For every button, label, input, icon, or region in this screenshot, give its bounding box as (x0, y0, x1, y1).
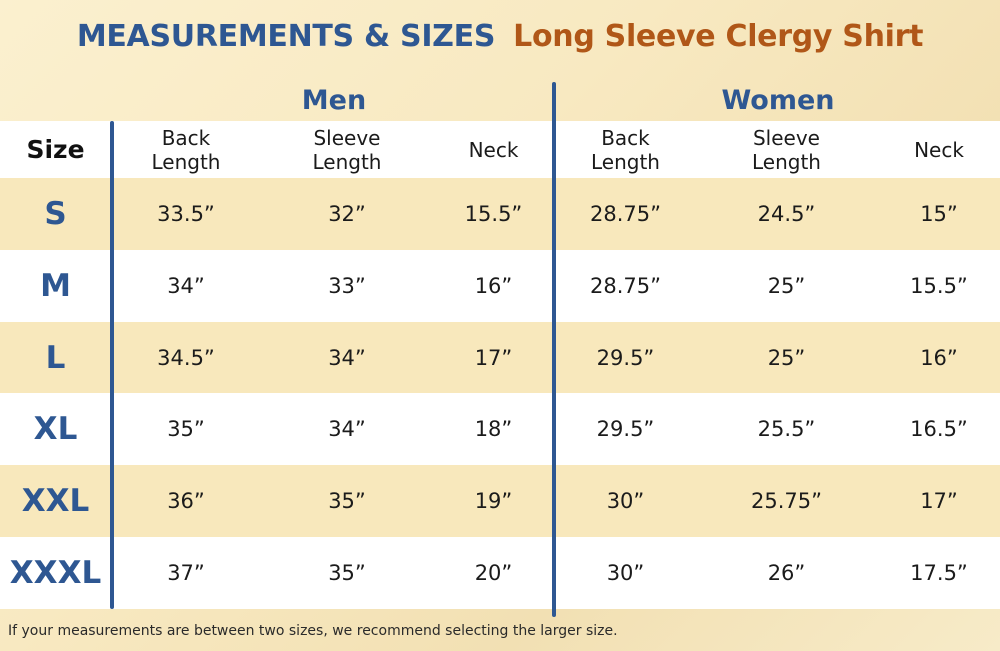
header-line: Neck (914, 137, 964, 162)
table-cell: 37” (167, 561, 205, 585)
table-cell: 25.75” (751, 489, 822, 513)
size-label: XXXL (9, 555, 102, 591)
size-column-divider (110, 121, 114, 609)
table-cell: 35” (328, 561, 366, 585)
header-line: Back (161, 125, 211, 150)
header-line: Length (591, 149, 660, 174)
women-back-length-header: Back Length (556, 121, 695, 178)
table-cell: 16” (920, 345, 958, 370)
table-cell: 24.5” (757, 202, 816, 226)
table-cell: 34.5” (157, 345, 215, 370)
table-cell: 19” (474, 489, 513, 513)
header-line: Neck (468, 137, 519, 162)
title-product: Long Sleeve Clergy Shirt (513, 18, 924, 54)
table-cell: 26” (767, 561, 806, 585)
table-cell: 30” (606, 561, 645, 585)
table-cell: 15” (920, 202, 958, 226)
size-label: XL (33, 411, 78, 447)
table-cell: 28.75” (590, 274, 661, 298)
footnote: If your measurements are between two siz… (8, 623, 618, 639)
men-back-length-header: Back Length (111, 121, 261, 178)
table-cell: 33.5” (157, 202, 215, 226)
header-line: Back (601, 125, 650, 150)
table-row: M 34” 33” 16” 28.75” 25” 15.5” (0, 250, 1000, 322)
table-cell: 15.5” (464, 202, 523, 226)
table-cell: 29.5” (596, 345, 655, 370)
women-sleeve-length-header: Sleeve Length (695, 121, 878, 178)
page-title: MEASUREMENTS & SIZES Long Sleeve Clergy … (0, 14, 1000, 58)
table-cell: 20” (474, 561, 513, 585)
header-line: Length (151, 149, 221, 174)
size-label: M (40, 268, 71, 304)
table-row: XL 35” 34” 18” 29.5” 25.5” 16.5” (0, 393, 1000, 465)
table-cell: 17.5” (910, 561, 968, 585)
table-cell: 16.5” (910, 417, 968, 441)
table-cell: 25” (767, 345, 806, 370)
header-line: Length (312, 149, 382, 174)
table-row: XXL 36” 35” 19” 30” 25.75” 17” (0, 465, 1000, 537)
table-header-row: Size Back Length Sleeve Length Neck Back Le… (0, 121, 1000, 178)
men-sleeve-length-header: Sleeve Length (261, 121, 433, 178)
table-cell: 35” (328, 489, 366, 513)
group-header-men: Men (301, 84, 367, 116)
table-row: XXXL 37” 35” 20” 30” 26” 17.5” (0, 537, 1000, 609)
table-cell: 36” (167, 489, 205, 513)
table-cell: 29.5” (596, 417, 655, 441)
men-women-divider (552, 82, 556, 617)
table-cell: 34” (328, 345, 366, 370)
table-cell: 18” (474, 417, 513, 441)
size-column-header: Size (26, 135, 85, 164)
title-main: MEASUREMENTS & SIZES (76, 18, 496, 54)
table-cell: 17” (920, 489, 958, 513)
size-label: L (45, 339, 66, 376)
table-cell: 33” (328, 274, 366, 298)
table-cell: 32” (328, 202, 366, 226)
table-cell: 25.5” (757, 417, 816, 441)
table-cell: 34” (328, 417, 366, 441)
table-cell: 15.5” (910, 274, 968, 298)
men-neck-header: Neck (433, 121, 554, 178)
size-label: XXL (21, 483, 90, 519)
table-row: L 34.5” 34” 17” 29.5” 25” 16” (0, 322, 1000, 393)
table-cell: 35” (167, 417, 205, 441)
group-header-women: Women (721, 84, 835, 116)
size-label: S (44, 196, 67, 232)
women-neck-header: Neck (878, 121, 1000, 178)
table-cell: 16” (474, 274, 513, 298)
table-cell: 25” (767, 274, 806, 298)
table-cell: 34” (167, 274, 205, 298)
table-cell: 30” (606, 489, 645, 513)
table-cell: 28.75” (590, 202, 661, 226)
header-line: Sleeve (313, 125, 381, 150)
table-cell: 17” (474, 345, 513, 370)
header-line: Length (752, 149, 821, 174)
header-line: Sleeve (752, 125, 820, 150)
table-row: S 33.5” 32” 15.5” 28.75” 24.5” 15” (0, 178, 1000, 250)
